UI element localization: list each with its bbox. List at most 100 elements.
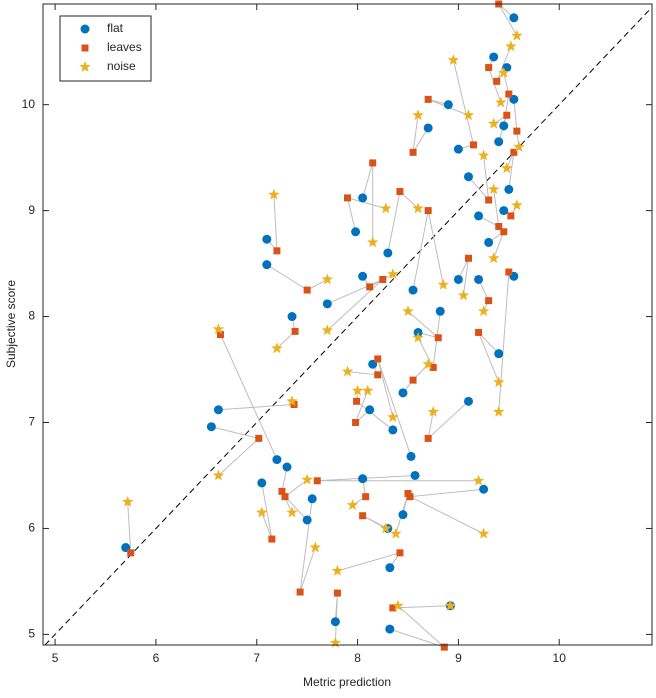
point bbox=[485, 196, 493, 204]
legend-marker bbox=[79, 61, 91, 72]
point bbox=[307, 494, 317, 504]
point bbox=[501, 162, 513, 174]
y-tick-label: 10 bbox=[22, 97, 36, 111]
y-tick-label: 9 bbox=[28, 203, 35, 217]
point bbox=[385, 563, 395, 573]
point bbox=[353, 397, 361, 405]
point bbox=[331, 564, 344, 576]
x-tick-label: 6 bbox=[153, 651, 160, 665]
point bbox=[493, 405, 505, 417]
point bbox=[367, 236, 379, 248]
point bbox=[409, 148, 417, 156]
point bbox=[365, 405, 375, 415]
point bbox=[424, 207, 432, 215]
axes-box bbox=[42, 3, 653, 646]
point bbox=[389, 604, 397, 612]
legend-label: noise bbox=[107, 59, 136, 73]
point bbox=[374, 371, 382, 379]
legend-label: leaves bbox=[107, 40, 142, 54]
y-tick-label: 8 bbox=[28, 309, 35, 323]
point bbox=[434, 334, 442, 342]
point bbox=[412, 331, 424, 343]
point bbox=[479, 484, 489, 494]
point bbox=[505, 268, 513, 276]
point bbox=[287, 312, 297, 322]
point bbox=[493, 376, 505, 388]
point bbox=[127, 549, 135, 557]
point bbox=[255, 434, 263, 442]
y-tick-label: 5 bbox=[28, 627, 35, 641]
point bbox=[321, 324, 334, 336]
point bbox=[463, 396, 473, 406]
point bbox=[278, 487, 286, 495]
y-tick-label: 6 bbox=[28, 521, 35, 535]
point bbox=[485, 297, 493, 305]
point bbox=[423, 123, 433, 133]
point bbox=[447, 54, 460, 66]
point bbox=[457, 289, 470, 301]
point bbox=[313, 477, 321, 485]
point bbox=[484, 237, 494, 247]
point bbox=[487, 183, 500, 195]
point bbox=[505, 40, 517, 52]
point bbox=[333, 589, 341, 597]
point bbox=[322, 299, 332, 309]
point bbox=[257, 478, 267, 488]
point bbox=[302, 515, 312, 525]
x-axis-label: Metric prediction bbox=[303, 675, 391, 689]
point bbox=[505, 90, 513, 98]
point bbox=[422, 358, 434, 370]
point bbox=[206, 422, 216, 432]
point bbox=[398, 510, 408, 520]
point bbox=[341, 365, 354, 377]
point bbox=[388, 425, 398, 435]
point bbox=[380, 202, 392, 214]
point bbox=[216, 331, 224, 339]
point bbox=[493, 77, 501, 85]
point bbox=[477, 527, 490, 539]
point bbox=[303, 286, 311, 294]
point bbox=[494, 349, 504, 359]
point bbox=[398, 388, 408, 398]
point bbox=[472, 474, 485, 486]
point bbox=[273, 247, 281, 255]
point bbox=[396, 188, 404, 196]
point bbox=[380, 522, 392, 534]
point bbox=[494, 137, 504, 147]
point bbox=[121, 495, 134, 507]
point bbox=[453, 144, 463, 154]
point bbox=[369, 159, 377, 167]
point bbox=[463, 172, 473, 182]
point bbox=[291, 327, 299, 335]
point bbox=[440, 643, 448, 651]
point bbox=[474, 211, 484, 221]
plot bbox=[44, 0, 653, 651]
y-tick-label: 7 bbox=[28, 415, 35, 429]
point bbox=[464, 254, 472, 262]
point bbox=[487, 117, 500, 129]
point bbox=[453, 274, 463, 284]
point bbox=[262, 234, 272, 244]
point bbox=[499, 121, 509, 131]
point bbox=[282, 462, 292, 472]
point bbox=[424, 434, 432, 442]
point bbox=[498, 66, 510, 78]
point bbox=[296, 588, 304, 596]
point bbox=[309, 541, 321, 553]
point bbox=[427, 405, 439, 417]
legend-label: flat bbox=[107, 21, 124, 35]
point bbox=[351, 227, 361, 237]
point bbox=[511, 199, 523, 211]
point bbox=[444, 599, 457, 611]
x-tick-label: 5 bbox=[52, 651, 59, 665]
point bbox=[352, 419, 360, 427]
point bbox=[387, 411, 399, 423]
point bbox=[281, 493, 289, 501]
point bbox=[511, 29, 523, 41]
point bbox=[412, 109, 424, 121]
point bbox=[504, 184, 514, 194]
point bbox=[387, 268, 399, 280]
point bbox=[361, 384, 374, 396]
point bbox=[286, 506, 298, 518]
point bbox=[474, 274, 484, 284]
